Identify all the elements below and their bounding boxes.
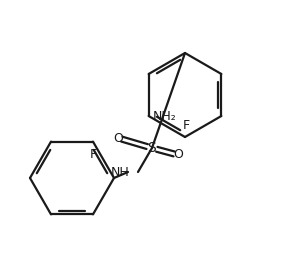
Text: NH₂: NH₂ bbox=[153, 109, 176, 123]
Text: O: O bbox=[173, 149, 183, 162]
Text: NH: NH bbox=[111, 165, 130, 179]
Text: S: S bbox=[148, 141, 156, 155]
Text: F: F bbox=[182, 119, 190, 132]
Text: F: F bbox=[90, 148, 97, 161]
Text: O: O bbox=[113, 132, 123, 144]
